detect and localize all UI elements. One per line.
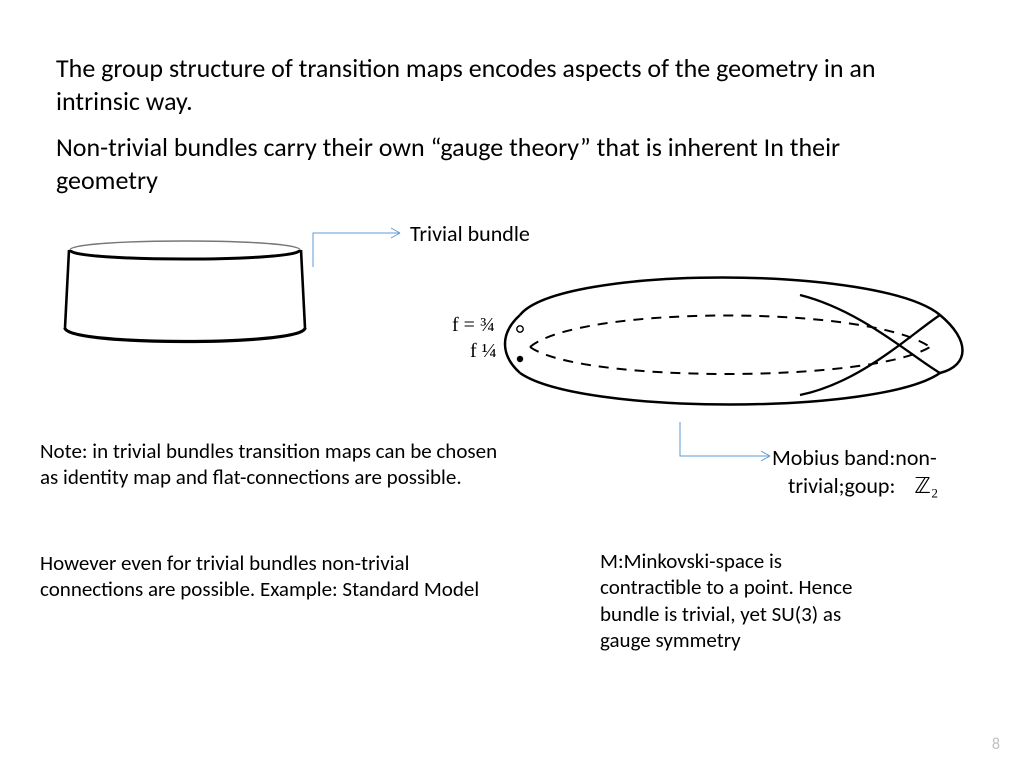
mobius-label-line2: trivial;goup: ℤ₂: [788, 472, 938, 499]
page-number: 8: [992, 735, 1000, 754]
slide: The group structure of transition maps e…: [0, 0, 1024, 768]
note-nontrivial-connections: However even for trivial bundles non-tri…: [40, 550, 510, 603]
trivial-bundle-label: Trivial bundle: [410, 220, 530, 247]
mobius-label-line1: Mobius band:non-: [772, 444, 992, 471]
f-lower-label: f ¼: [470, 340, 497, 363]
z2-symbol: ℤ₂: [914, 473, 938, 498]
mobius-label-line2-text: trivial;goup:: [788, 472, 895, 499]
heading-p1: The group structure of transition maps e…: [56, 52, 936, 117]
note-trivial-bundles: Note: in trivial bundles transition maps…: [40, 438, 510, 491]
f-upper-label: f = ¾: [452, 314, 495, 337]
arrow-to-trivial-label: [305, 215, 415, 275]
mobius-sketch: [440, 255, 1000, 435]
note-minkowski: M:Minkovski-space is contractible to a p…: [600, 548, 880, 653]
cylinder-sketch: [45, 210, 325, 360]
heading-p2: Non-trivial bundles carry their own “gau…: [56, 131, 936, 196]
